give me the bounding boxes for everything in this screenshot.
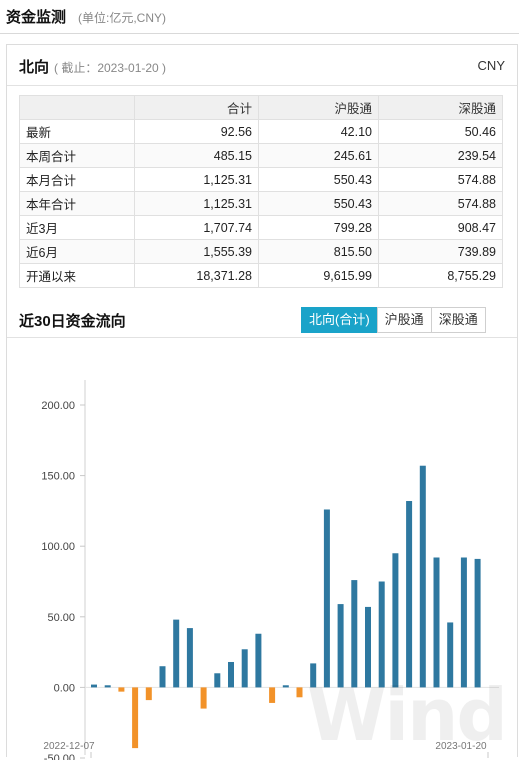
flow-bar	[282, 685, 289, 688]
table-cell: 1,707.74	[134, 215, 259, 240]
flow-bar	[310, 663, 317, 688]
table-cell: 1,125.31	[134, 167, 259, 192]
flow-bar	[365, 606, 371, 688]
table-body: 最新 92.56 42.10 50.46 本周合计 485.15 245.61 239.54 本…	[19, 119, 503, 288]
flow-bar	[460, 557, 467, 688]
as-of-date: ( 截止：2023-01-20 )	[54, 61, 167, 75]
flow-bar	[255, 633, 262, 688]
flow-summary-table: 合计 沪股通 深股通 最新 92.56 42.10 50.46 本周合计 485.15 245.…	[19, 95, 503, 288]
flow-bar	[145, 687, 152, 701]
flow-bar	[296, 687, 303, 698]
flow-bar	[132, 687, 139, 749]
table-cell: 908.47	[378, 215, 503, 240]
table-cell: 799.28	[258, 215, 379, 240]
unit-note: (单位:亿元,CNY)	[78, 11, 166, 25]
flow-bar	[433, 557, 440, 688]
y-tick-label: 150.00	[41, 471, 75, 483]
panel-title: 北向	[19, 59, 50, 76]
y-tick-label: 100.00	[41, 541, 75, 553]
flow-bar	[159, 666, 166, 688]
flow-bar	[186, 628, 193, 688]
page-title: 资金监测	[6, 9, 67, 26]
table-header-cell: 深股通	[378, 95, 503, 120]
table-row: 本年合计 1,125.31 550.43 574.88	[19, 191, 503, 216]
table-cell: 92.56	[134, 119, 259, 144]
flow-bar	[406, 501, 413, 688]
tab-shenzhen-connect[interactable]: 深股通	[430, 307, 486, 333]
flow-bar	[241, 649, 248, 688]
top-bar: 资金监测 (单位:亿元,CNY)	[0, 0, 519, 34]
table-cell: 245.61	[258, 143, 379, 168]
flow-bar	[91, 684, 97, 688]
row-label: 本周合计	[19, 143, 135, 168]
flow-bar-chart: 200.00 150.00 100.00 50.00 0.00 -50.002022-12…	[41, 380, 499, 760]
flow-bar	[392, 553, 399, 688]
flow-bar	[118, 687, 125, 692]
flow-bar	[447, 622, 454, 688]
row-label: 近6月	[19, 239, 135, 264]
table-row: 本月合计 1,125.31 550.43 574.88	[19, 167, 503, 192]
y-tick-label: 50.00	[47, 612, 75, 624]
table-cell: 574.88	[378, 191, 503, 216]
row-label: 本年合计	[19, 191, 135, 216]
currency-label: CNY	[477, 58, 505, 73]
flow-bar	[200, 687, 207, 709]
divider	[0, 33, 519, 34]
divider	[7, 337, 517, 338]
flow-bar	[351, 580, 358, 688]
flow-bar	[419, 465, 426, 688]
table-cell: 239.54	[378, 143, 503, 168]
table-row: 最新 92.56 42.10 50.46	[19, 119, 503, 144]
table-row: 近6月 1,555.39 815.50 739.89	[19, 239, 503, 264]
table-cell: 739.89	[378, 239, 503, 264]
table-cell: 550.43	[258, 167, 379, 192]
tab-shanghai-connect[interactable]: 沪股通	[376, 307, 432, 333]
panel-header: 北向 ( 截止：2023-01-20 ) CNY	[7, 45, 517, 86]
table-cell: 8,755.29	[378, 263, 503, 288]
table-row: 近3月 1,707.74 799.28 908.47	[19, 215, 503, 240]
flow-bar	[269, 687, 276, 703]
table-cell: 485.15	[134, 143, 259, 168]
table-row: 本周合计 485.15 245.61 239.54	[19, 143, 503, 168]
northbound-panel: 北向 ( 截止：2023-01-20 ) CNY 合计 沪股通 深股通 最新 92.5…	[6, 44, 518, 760]
y-tick-label: 200.00	[41, 400, 75, 412]
table-cell: 1,555.39	[134, 239, 259, 264]
wind-watermark: Wind	[307, 673, 508, 757]
table-cell: 550.43	[258, 191, 379, 216]
flow-bar	[474, 558, 481, 688]
row-label: 最新	[19, 119, 135, 144]
y-tick-label: -50.00	[44, 753, 75, 760]
tab-northbound-total[interactable]: 北向(合计)	[301, 307, 378, 333]
table-cell: 18,371.28	[134, 263, 259, 288]
flow-bar	[228, 661, 234, 688]
flow-bar	[337, 604, 344, 688]
table-header-blank	[19, 95, 135, 120]
row-label: 开通以来	[19, 263, 135, 288]
x-tick-label: 2022-12-07	[43, 741, 95, 752]
table-cell: 42.10	[258, 119, 379, 144]
row-label: 近3月	[19, 215, 135, 240]
flow-bar	[214, 673, 221, 688]
flow-chart-title: 近30日资金流向	[19, 313, 126, 330]
table-cell: 50.46	[378, 119, 503, 144]
flow-bar	[104, 685, 111, 688]
flow-bar	[378, 581, 385, 688]
table-cell: 9,615.99	[258, 263, 379, 288]
row-label: 本月合计	[19, 167, 135, 192]
table-header-row: 合计 沪股通 深股通	[19, 95, 503, 120]
table-row: 开通以来 18,371.28 9,615.99 8,755.29	[19, 263, 503, 288]
table-cell: 574.88	[378, 167, 503, 192]
table-cell: 1,125.31	[134, 191, 259, 216]
table-header-cell: 沪股通	[258, 95, 379, 120]
table-header-cell: 合计	[134, 95, 259, 120]
flow-bar	[323, 509, 330, 688]
flow-bar	[173, 619, 180, 688]
y-tick-label: 0.00	[54, 682, 75, 694]
x-tick-label: 2023-01-20	[435, 741, 487, 752]
flow-tabs: 北向(合计) 沪股通 深股通	[301, 307, 486, 333]
table-cell: 815.50	[258, 239, 379, 264]
